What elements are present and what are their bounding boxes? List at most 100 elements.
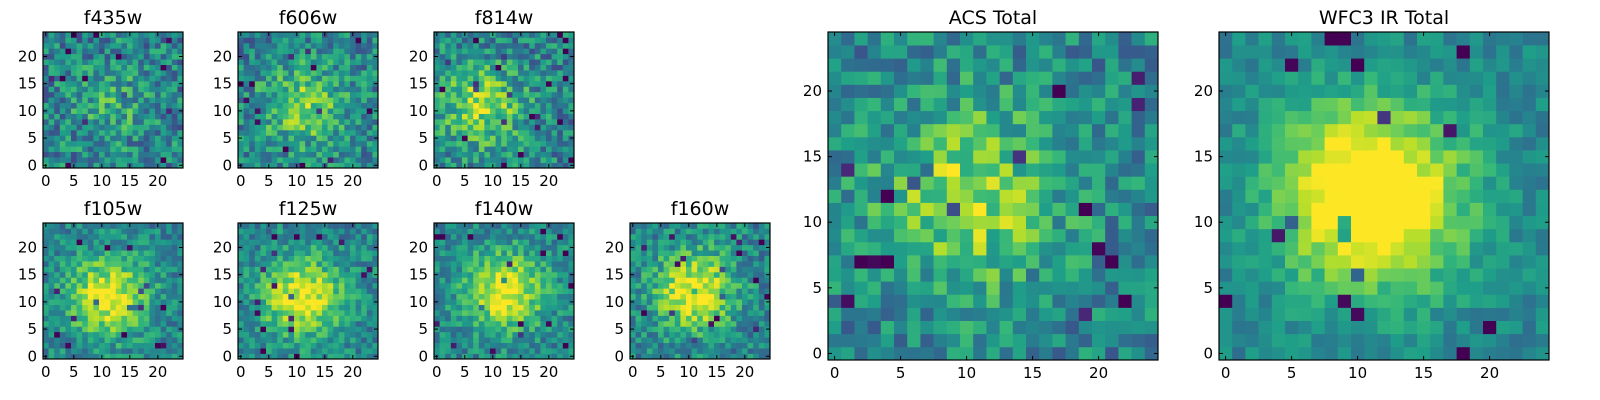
heatmap-cell bbox=[271, 337, 278, 344]
heatmap-cell bbox=[266, 97, 272, 104]
heatmap-cell bbox=[87, 108, 94, 114]
heatmap-cell bbox=[110, 228, 117, 235]
heatmap-cell bbox=[82, 244, 89, 251]
heatmap-cell bbox=[249, 239, 256, 246]
heatmap-cell bbox=[54, 119, 61, 125]
heatmap-cell bbox=[82, 282, 89, 289]
heatmap-cell bbox=[338, 288, 345, 295]
heatmap-cell bbox=[445, 108, 452, 114]
heatmap-cell bbox=[149, 337, 156, 344]
heatmap-cell bbox=[366, 64, 373, 71]
y-tick-label: 0 bbox=[222, 156, 232, 174]
heatmap-cell bbox=[450, 37, 457, 44]
heatmap-cell bbox=[669, 239, 676, 246]
heatmap-cell bbox=[149, 80, 156, 87]
heatmap-cell bbox=[87, 37, 94, 44]
heatmap-cell bbox=[243, 342, 250, 349]
heatmap-cell bbox=[568, 337, 575, 344]
heatmap-cell bbox=[546, 135, 552, 142]
heatmap-cell bbox=[702, 331, 709, 338]
heatmap-cell bbox=[540, 223, 547, 229]
heatmap-cell bbox=[484, 37, 491, 44]
heatmap-cell bbox=[294, 342, 300, 349]
heatmap-cell bbox=[501, 282, 508, 289]
heatmap-cell bbox=[450, 326, 457, 333]
heatmap-cell bbox=[557, 97, 564, 104]
heatmap-cell bbox=[439, 315, 446, 322]
heatmap-cell bbox=[366, 129, 373, 136]
heatmap-cell bbox=[177, 342, 184, 349]
heatmap-cell bbox=[143, 151, 150, 158]
heatmap-cell bbox=[551, 337, 558, 344]
heatmap-cell bbox=[1052, 320, 1066, 335]
heatmap-cell bbox=[523, 244, 530, 251]
heatmap-cell bbox=[65, 151, 72, 158]
heatmap-cell bbox=[271, 129, 278, 136]
heatmap-cell bbox=[867, 202, 882, 217]
heatmap-cell bbox=[1105, 176, 1119, 190]
heatmap-cell bbox=[76, 239, 83, 246]
heatmap-cell bbox=[490, 261, 496, 267]
heatmap-cell bbox=[635, 304, 642, 311]
heatmap-cell bbox=[1118, 176, 1132, 190]
heatmap-cell bbox=[282, 293, 289, 300]
heatmap-cell bbox=[669, 331, 676, 338]
heatmap-cell bbox=[327, 75, 334, 82]
heatmap-cell bbox=[490, 59, 496, 65]
heatmap-cell bbox=[65, 91, 72, 98]
heatmap-cell bbox=[82, 228, 89, 235]
heatmap-cell bbox=[557, 271, 564, 278]
heatmap-cell bbox=[680, 331, 687, 338]
heatmap-cell bbox=[742, 250, 748, 256]
heatmap-cell bbox=[478, 304, 485, 311]
heatmap-cell bbox=[149, 320, 156, 327]
heatmap-cell bbox=[115, 255, 122, 262]
heatmap-cell bbox=[708, 293, 715, 300]
heatmap-cell bbox=[669, 304, 676, 311]
heatmap-cell bbox=[1039, 163, 1053, 177]
heatmap-cell bbox=[260, 129, 267, 136]
heatmap-cell bbox=[708, 266, 715, 273]
heatmap-cell bbox=[674, 337, 681, 344]
heatmap-cell bbox=[277, 135, 284, 142]
heatmap-cell bbox=[260, 277, 267, 284]
heatmap-cell bbox=[495, 32, 502, 38]
heatmap-cell bbox=[467, 282, 474, 289]
heatmap-cell bbox=[322, 80, 328, 87]
heatmap-cell bbox=[641, 348, 648, 354]
heatmap-cell bbox=[110, 97, 117, 104]
heatmap-cell bbox=[680, 299, 687, 305]
heatmap-cell bbox=[305, 124, 312, 131]
heatmap-cell bbox=[439, 140, 446, 147]
heatmap-cell bbox=[478, 342, 485, 349]
heatmap-cell bbox=[456, 135, 463, 142]
heatmap-cell bbox=[361, 261, 368, 267]
heatmap-cell bbox=[540, 348, 547, 354]
heatmap-cell bbox=[439, 48, 446, 55]
heatmap-cell bbox=[171, 113, 178, 120]
heatmap-cell bbox=[238, 75, 244, 82]
heatmap-cell bbox=[294, 37, 300, 44]
heatmap-cell bbox=[93, 293, 100, 300]
heatmap-cell bbox=[551, 124, 558, 131]
heatmap-cell bbox=[506, 353, 513, 360]
heatmap-cell bbox=[1039, 215, 1053, 230]
heatmap-cell bbox=[243, 271, 250, 278]
heatmap-cell bbox=[557, 261, 564, 267]
heatmap-cell bbox=[557, 140, 564, 147]
heatmap-cell bbox=[557, 244, 564, 251]
heatmap-cell bbox=[59, 348, 66, 354]
heatmap-cell bbox=[702, 293, 709, 300]
panel-title: f814w bbox=[475, 7, 534, 29]
heatmap-cell bbox=[719, 293, 726, 300]
heatmap-cell bbox=[155, 326, 161, 333]
heatmap-cell bbox=[127, 157, 133, 163]
heatmap-cell bbox=[155, 337, 161, 344]
heatmap-cell bbox=[366, 135, 373, 142]
heatmap-cell bbox=[680, 271, 687, 278]
heatmap-cell bbox=[372, 277, 379, 284]
heatmap-cell bbox=[344, 124, 351, 131]
heatmap-cell bbox=[372, 261, 379, 267]
heatmap-cell bbox=[506, 42, 513, 49]
heatmap-cell bbox=[529, 59, 536, 65]
